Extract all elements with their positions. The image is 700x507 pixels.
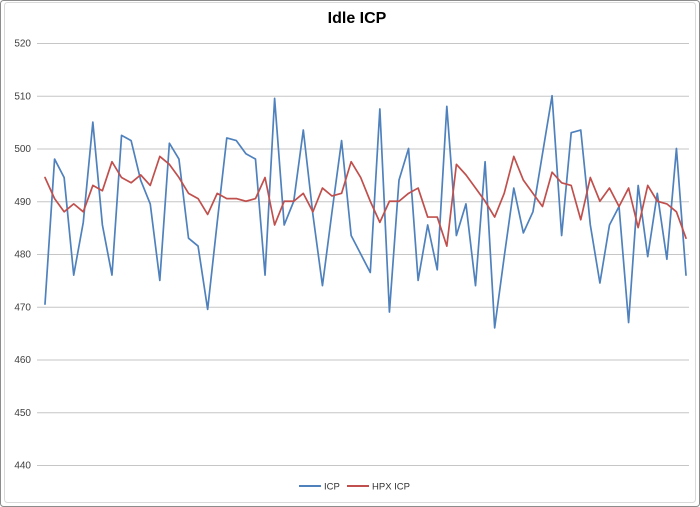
y-tick-label-480: 480 (14, 250, 31, 261)
y-tick-label-450: 450 (14, 408, 31, 419)
chart-inner-border (4, 2, 696, 503)
series-lines (44, 94, 687, 329)
legend[interactable]: ICP HPX ICP (299, 482, 410, 493)
y-tick-label-440: 440 (14, 461, 31, 472)
legend-label-hpx-icp: HPX ICP (372, 482, 410, 493)
legend-label-icp: ICP (324, 482, 340, 493)
chart-title: Idle ICP (328, 10, 387, 27)
y-tick-label-500: 500 (14, 144, 31, 155)
y-tick-label-470: 470 (14, 302, 31, 313)
legend-item-icp[interactable]: ICP (299, 482, 340, 493)
series-line-hpx-icp[interactable] (44, 155, 687, 247)
y-tick-label-520: 520 (14, 39, 31, 50)
series-line-icp[interactable] (44, 94, 687, 329)
y-tick-label-490: 490 (14, 197, 31, 208)
legend-item-hpx-icp[interactable]: HPX ICP (347, 482, 410, 493)
y-tick-label-510: 510 (14, 91, 31, 102)
y-tick-label-460: 460 (14, 355, 31, 366)
gridlines (37, 43, 689, 466)
y-axis-labels: 440 450 460 470 480 490 500 510 520 (14, 39, 31, 472)
